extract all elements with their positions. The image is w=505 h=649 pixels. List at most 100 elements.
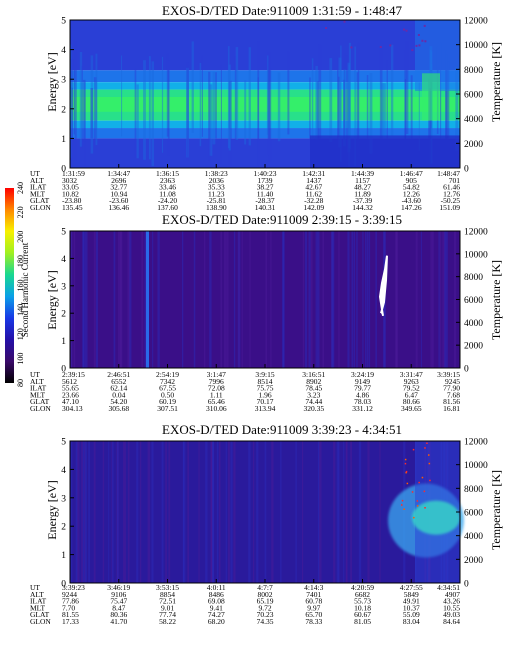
ephemeris-value: 5849 [404, 590, 419, 599]
ephemeris-value: 142.09 [303, 203, 324, 212]
panel-1-stripe [277, 72, 281, 142]
ephemeris-row-label: ILAT [30, 384, 47, 393]
panel-3-stripe [93, 441, 96, 583]
ephemeris-value: 11.23 [208, 189, 225, 198]
panel-3-speck [423, 490, 426, 493]
panel-2-stripe [193, 231, 196, 368]
ephemeris-value: 70.23 [257, 610, 274, 619]
ephemeris-value: 81.56 [443, 397, 460, 406]
ephemeris-value: 8.47 [112, 603, 125, 612]
panel-3-stripe [123, 441, 125, 583]
ytick-label: 3 [61, 282, 66, 292]
ephemeris-value: 54.20 [110, 397, 127, 406]
panel-1-stripe [383, 83, 386, 136]
ephemeris-value: 9.97 [307, 603, 320, 612]
ephemeris-value: 3:9:15 [255, 370, 274, 379]
panel-3-stripe [280, 441, 282, 583]
panel-3-stripe [219, 441, 221, 583]
panel-1-stripe [338, 57, 342, 148]
panel-3-stripe [147, 441, 150, 583]
panel-1-band [70, 20, 460, 71]
panel-2-stripe [356, 231, 358, 368]
panel-1-speck [423, 24, 426, 27]
panel-1-speck [418, 44, 421, 47]
panel-1-stripe [228, 64, 231, 151]
ephemeris-value: 136.46 [108, 203, 129, 212]
panel-2-stripe [443, 231, 446, 368]
ephemeris-value: 0.50 [161, 390, 174, 399]
ephemeris-value: 81.05 [354, 617, 371, 626]
panel-2-stripe [95, 231, 98, 368]
panel-3-stripe [77, 441, 80, 583]
y2tick-label: 6000 [464, 91, 483, 101]
ephemeris-value: 140.31 [255, 203, 276, 212]
ephemeris-value: 17.33 [62, 617, 79, 626]
ephemeris-value: 1739 [258, 176, 273, 185]
panel-1-speck [405, 29, 408, 32]
ephemeris-value: 47.10 [62, 397, 79, 406]
panel-1-band [70, 128, 460, 139]
panel-1-stripe [348, 42, 351, 149]
panel-3-stripe [70, 441, 73, 583]
panel-3-speck [404, 458, 407, 461]
ephemeris-value: 144.32 [352, 203, 373, 212]
ephemeris-value: 10.37 [403, 603, 420, 612]
ephemeris-value: 1.11 [210, 390, 223, 399]
panel-3-stripe [161, 441, 164, 583]
ephemeris-value: 6682 [355, 590, 370, 599]
ephemeris-value: 83.04 [403, 617, 420, 626]
ephemeris-value: 55.09 [403, 610, 420, 619]
panel-1-stripe [93, 77, 97, 140]
ytick-label: 3 [61, 76, 66, 86]
panel-1-stripe [234, 56, 237, 141]
panel-2-stripe [146, 231, 149, 368]
ephemeris-value: 9263 [404, 377, 419, 386]
ephemeris-row-label: GLON [30, 203, 51, 212]
panel-2-stripe [347, 231, 350, 368]
panel-1-stripe [83, 79, 86, 142]
panel-2-stripe [315, 231, 317, 368]
panel-2-y2label: Temperature [K] [489, 260, 503, 340]
panel-1-speck [417, 34, 420, 36]
panel-3-stripe [319, 441, 322, 583]
panel-1-stripe [148, 56, 151, 160]
ephemeris-value: 49.91 [403, 597, 420, 606]
ephemeris-value: 16.81 [443, 404, 460, 413]
panel-2-stripe [282, 231, 285, 368]
y2tick-label: 2000 [464, 556, 483, 566]
panel-1-stripe [447, 61, 450, 144]
panel-2-background [70, 231, 460, 368]
panel-2-stripe [308, 231, 311, 368]
y2tick-label: 12000 [464, 17, 488, 27]
ephemeris-value: 1157 [355, 176, 370, 185]
ephemeris-row-label: UT [30, 370, 40, 379]
ephemeris-value: 138.90 [206, 203, 227, 212]
ephemeris-value: 12.76 [443, 189, 460, 198]
panel-1-stripe [338, 76, 340, 137]
ytick-label: 4 [61, 255, 66, 265]
panel-3-speck [405, 471, 407, 474]
panel-1-stripe [228, 80, 232, 166]
ephemeris-value: 3:39:15 [437, 370, 460, 379]
ephemeris-value: 4:27:55 [400, 583, 423, 592]
panel-1-stripe [220, 64, 222, 164]
ephemeris-value: 4:7:7 [257, 583, 273, 592]
colorbar-tick-label: 80 [16, 379, 25, 387]
panel-1-title: EXOS-D/TED Date:911009 1:31:59 - 1:48:47 [162, 3, 402, 18]
ephemeris-value: 8902 [306, 377, 321, 386]
ephemeris-row-label: GLON [30, 404, 51, 413]
y2tick-label: 10000 [464, 41, 488, 51]
panel-2-stripe [220, 231, 222, 368]
ephemeris-value: 313.94 [255, 404, 276, 413]
ephemeris-value: 4907 [445, 590, 460, 599]
ephemeris-value: 1:42:31 [302, 169, 325, 178]
panel-3-stripe [271, 441, 274, 583]
ephemeris-value: 3:31:47 [400, 370, 423, 379]
panel-1-stripe [209, 84, 213, 156]
ephemeris-value: 307.51 [157, 404, 178, 413]
panel-3-heatmap [70, 441, 464, 583]
panel-3-stripe [230, 441, 233, 583]
panel-2-stripe [204, 231, 206, 368]
panel-2-title: EXOS-D/TED Date:911009 2:39:15 - 3:39:15 [162, 212, 402, 227]
panel-3-stripe [346, 441, 348, 583]
